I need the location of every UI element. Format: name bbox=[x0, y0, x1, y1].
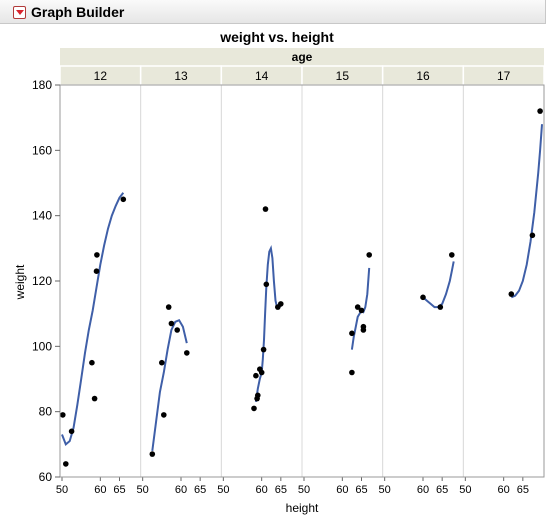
data-point bbox=[63, 461, 69, 467]
smoother-line bbox=[151, 318, 188, 452]
y-axis-label[interactable]: weight bbox=[13, 264, 27, 300]
window-title: Graph Builder bbox=[31, 4, 125, 20]
group-label[interactable]: age bbox=[292, 50, 313, 64]
data-point bbox=[449, 252, 455, 258]
data-point bbox=[262, 206, 269, 212]
x-tick-label: 50 bbox=[298, 484, 310, 496]
smoother-line bbox=[254, 244, 282, 403]
data-point bbox=[161, 412, 167, 418]
data-point bbox=[420, 294, 426, 301]
data-point bbox=[165, 304, 172, 310]
panel-header-label: 14 bbox=[255, 69, 269, 83]
panel-age-16: 16 50 60 65 bbox=[379, 65, 465, 496]
y-tick-label: 60 bbox=[39, 470, 53, 484]
panel-age-14: 14 50 60 65 bbox=[217, 65, 303, 496]
data-point bbox=[60, 412, 66, 418]
data-point bbox=[68, 428, 75, 435]
smoother-line bbox=[510, 124, 543, 299]
data-point bbox=[537, 108, 543, 114]
data-point bbox=[278, 301, 284, 307]
panel-header-label: 15 bbox=[336, 69, 350, 83]
x-tick-label: 65 bbox=[436, 484, 448, 496]
x-tick-label: 65 bbox=[275, 484, 287, 496]
data-point bbox=[366, 252, 373, 258]
data-point bbox=[349, 330, 355, 337]
data-point bbox=[174, 327, 180, 333]
data-point bbox=[508, 291, 515, 297]
x-tick-label: 60 bbox=[336, 484, 348, 496]
y-tick-label: 120 bbox=[32, 274, 52, 288]
data-point bbox=[120, 196, 127, 203]
y-tick-label: 140 bbox=[32, 209, 52, 223]
data-point bbox=[263, 281, 270, 288]
y-axis[interactable]: 60 80 100 120 140 160 180 bbox=[32, 78, 60, 484]
x-tick-label: 50 bbox=[217, 484, 229, 496]
x-tick-label: 60 bbox=[417, 484, 429, 496]
x-tick-label: 50 bbox=[379, 484, 391, 496]
data-point bbox=[349, 369, 355, 376]
x-tick-label: 60 bbox=[175, 484, 187, 496]
x-tick-label: 50 bbox=[459, 484, 471, 496]
data-point bbox=[360, 323, 367, 330]
window-title-bar: Graph Builder bbox=[0, 0, 546, 24]
y-tick-label: 180 bbox=[32, 78, 52, 92]
data-point bbox=[437, 304, 444, 310]
data-point bbox=[159, 359, 165, 366]
x-tick-label: 60 bbox=[256, 484, 268, 496]
panel-header-label: 13 bbox=[174, 69, 188, 83]
data-point bbox=[149, 451, 156, 457]
data-point bbox=[258, 369, 265, 376]
x-tick-label: 50 bbox=[56, 484, 68, 496]
data-point bbox=[251, 405, 257, 412]
data-point bbox=[91, 395, 98, 402]
red-triangle-menu-icon[interactable] bbox=[13, 6, 26, 19]
chart-title: weight vs. height bbox=[219, 29, 334, 45]
panel-age-15: 15 50 60 65 bbox=[298, 65, 384, 496]
data-point bbox=[184, 350, 190, 356]
x-axis-label[interactable]: height bbox=[286, 501, 319, 515]
data-point bbox=[254, 392, 261, 399]
x-tick-label: 50 bbox=[137, 484, 149, 496]
panel-header-label: 17 bbox=[497, 69, 511, 83]
panel-age-17: 17 50 60 65 bbox=[459, 65, 545, 496]
data-point bbox=[358, 307, 365, 314]
data-point bbox=[168, 320, 175, 327]
data-point bbox=[93, 268, 100, 274]
panel-age-12: 12 50 60 65 bbox=[56, 65, 142, 496]
data-point bbox=[89, 359, 95, 366]
data-point bbox=[94, 252, 100, 258]
smoother-line bbox=[61, 192, 125, 446]
y-tick-label: 80 bbox=[39, 405, 53, 419]
x-tick-label: 65 bbox=[113, 484, 125, 496]
data-point bbox=[260, 346, 267, 353]
x-tick-label: 60 bbox=[94, 484, 106, 496]
panel-header-label: 12 bbox=[94, 69, 108, 83]
panel-header-label: 16 bbox=[416, 69, 430, 83]
data-point bbox=[529, 232, 536, 239]
x-tick-label: 65 bbox=[517, 484, 529, 496]
y-tick-label: 160 bbox=[32, 143, 52, 157]
panel-age-13: 13 50 60 65 bbox=[137, 65, 223, 496]
data-point bbox=[354, 304, 361, 310]
x-tick-label: 65 bbox=[355, 484, 367, 496]
x-tick-label: 60 bbox=[498, 484, 510, 496]
panel-group: 12 50 60 65 13 50 60 65 14 50 60 65 15 50 60 65 16 50 60 65… bbox=[56, 65, 545, 496]
group-header-bar bbox=[60, 48, 544, 66]
y-tick-label: 100 bbox=[32, 339, 52, 353]
x-tick-label: 65 bbox=[194, 484, 206, 496]
data-point bbox=[253, 372, 259, 379]
smoother-line bbox=[422, 261, 455, 309]
